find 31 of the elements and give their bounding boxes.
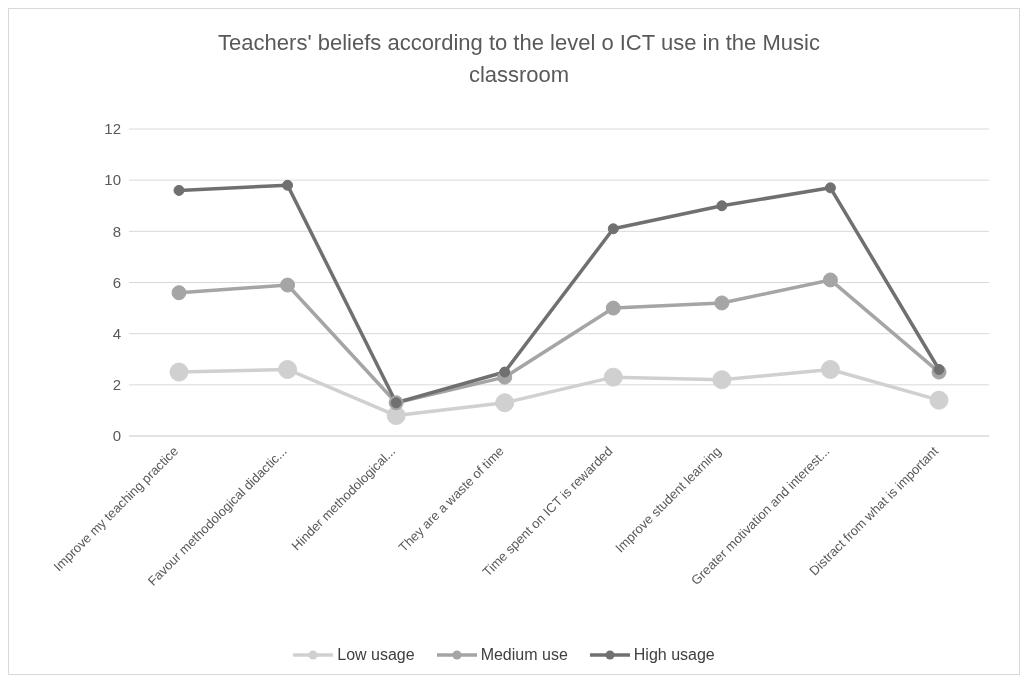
y-tick-label: 4 <box>112 324 121 342</box>
point <box>278 359 298 379</box>
y-tick-label: 12 <box>104 120 121 138</box>
point <box>607 223 619 235</box>
point <box>824 182 836 194</box>
y-tick-label: 0 <box>112 427 121 445</box>
point <box>714 295 730 311</box>
point <box>933 363 945 375</box>
point <box>171 285 187 301</box>
y-tick-label: 6 <box>112 273 121 291</box>
point <box>280 277 296 293</box>
point <box>169 362 189 382</box>
point <box>499 366 511 378</box>
y-tick-label: 10 <box>104 171 121 189</box>
chart-title: Teachers' beliefs according to the level o ICT use in the Music classroom <box>217 29 821 89</box>
y-tick-label: 8 <box>112 222 121 240</box>
point <box>605 300 621 316</box>
point <box>386 406 406 426</box>
legend-label: High usage <box>633 646 715 664</box>
point <box>716 200 728 212</box>
point <box>603 367 623 387</box>
point <box>822 272 838 288</box>
point <box>495 393 515 413</box>
point <box>173 184 185 196</box>
point <box>929 390 949 410</box>
y-tick-label: 2 <box>112 376 121 394</box>
point <box>820 359 840 379</box>
point <box>282 179 294 191</box>
legend-label: Medium use <box>480 646 568 664</box>
point <box>712 370 732 390</box>
legend-label: Low usage <box>337 646 415 664</box>
